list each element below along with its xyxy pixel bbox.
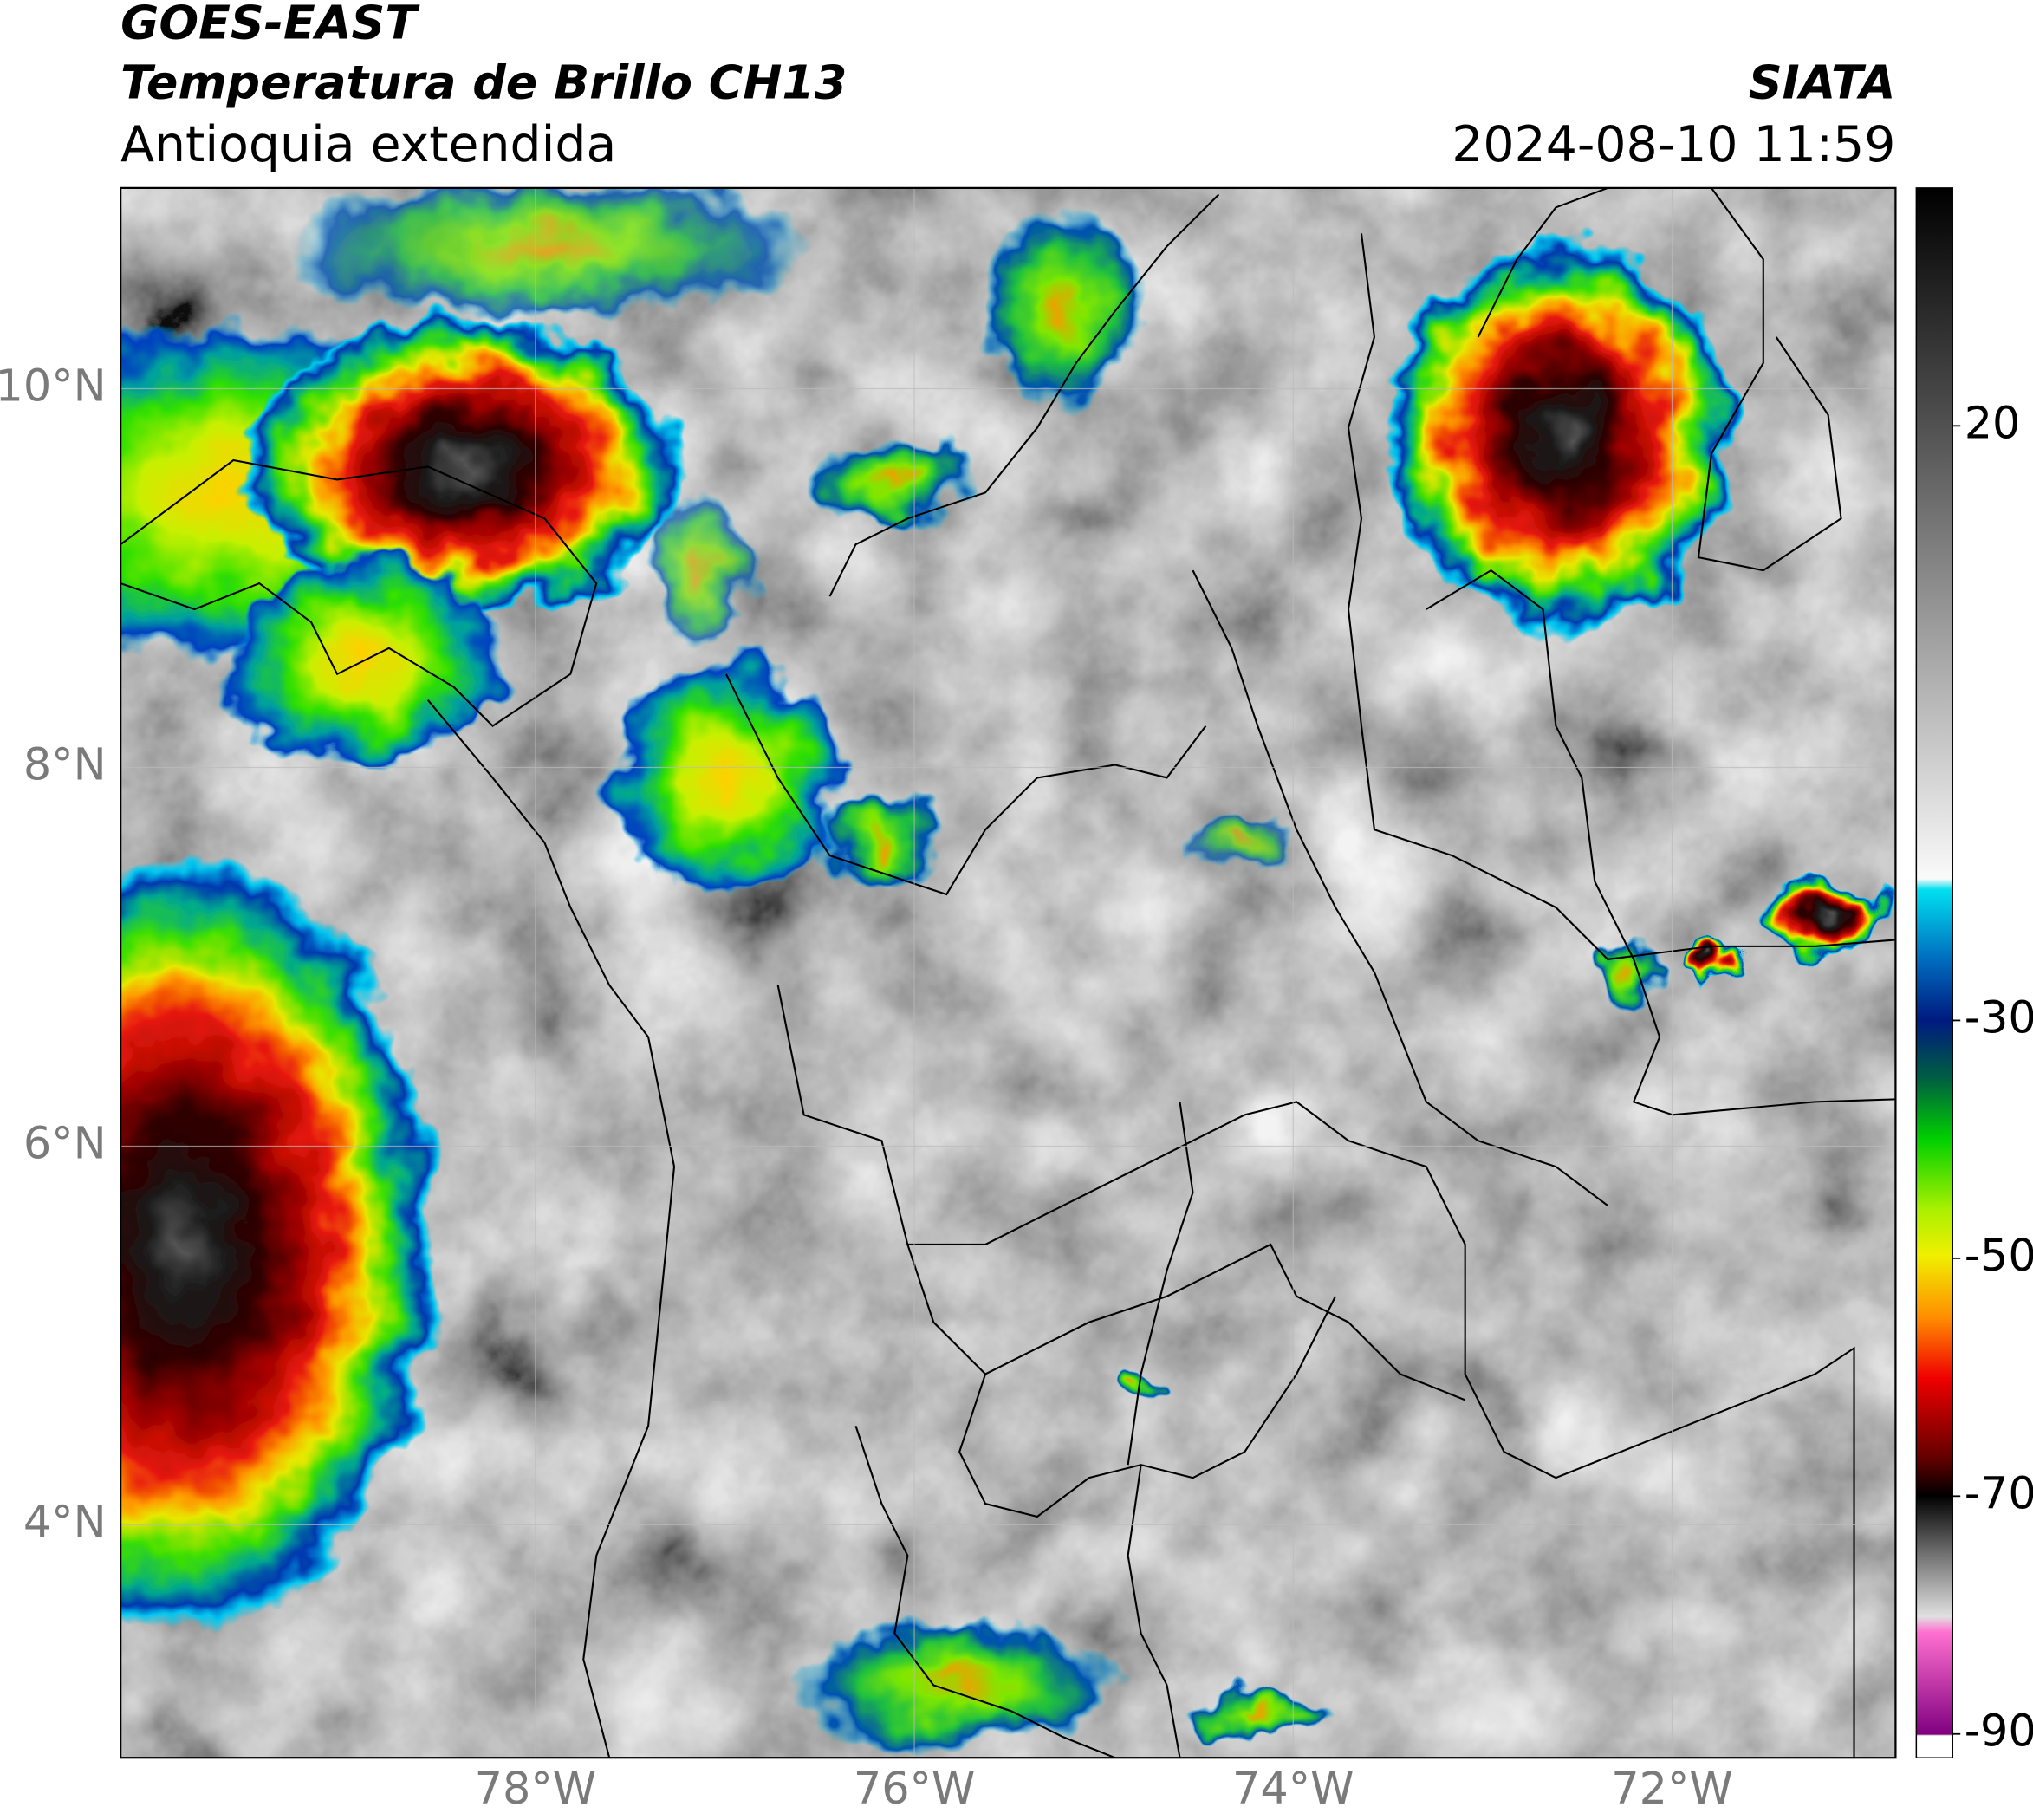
title-line2: Temperatura de Brillo CH13 xyxy=(120,55,847,109)
y-tick-label: 4°N xyxy=(23,1496,107,1547)
x-tick-label: 72°W xyxy=(1611,1763,1732,1814)
graticule xyxy=(120,187,1896,1758)
subtitle: Antioquia extendida xyxy=(120,116,616,173)
x-tick-label: 74°W xyxy=(1232,1763,1354,1814)
y-tick-label: 6°N xyxy=(23,1117,107,1168)
x-tick-label: 76°W xyxy=(854,1763,975,1814)
satellite-image xyxy=(120,187,1896,1758)
colorbar-tick-label: -70 xyxy=(1965,1467,2033,1518)
y-tick-label: 10°N xyxy=(0,360,107,411)
colorbar-tick-label: -30 xyxy=(1965,991,2033,1043)
borders xyxy=(120,187,1896,1758)
colorbar-tick-label: 20 xyxy=(1965,397,2021,448)
map-frame xyxy=(120,186,1897,1759)
colorbar-tick-label: -90 xyxy=(1965,1706,2033,1757)
title-line1: GOES-EAST xyxy=(120,0,420,50)
colorbar-tick-label: -50 xyxy=(1965,1230,2033,1281)
colorbar xyxy=(1915,187,1953,1758)
source: SIATA xyxy=(1749,55,1896,109)
y-tick-label: 8°N xyxy=(23,738,107,790)
x-tick-label: 78°W xyxy=(475,1763,596,1814)
datetime: 2024-08-10 11:59 xyxy=(1452,116,1895,173)
